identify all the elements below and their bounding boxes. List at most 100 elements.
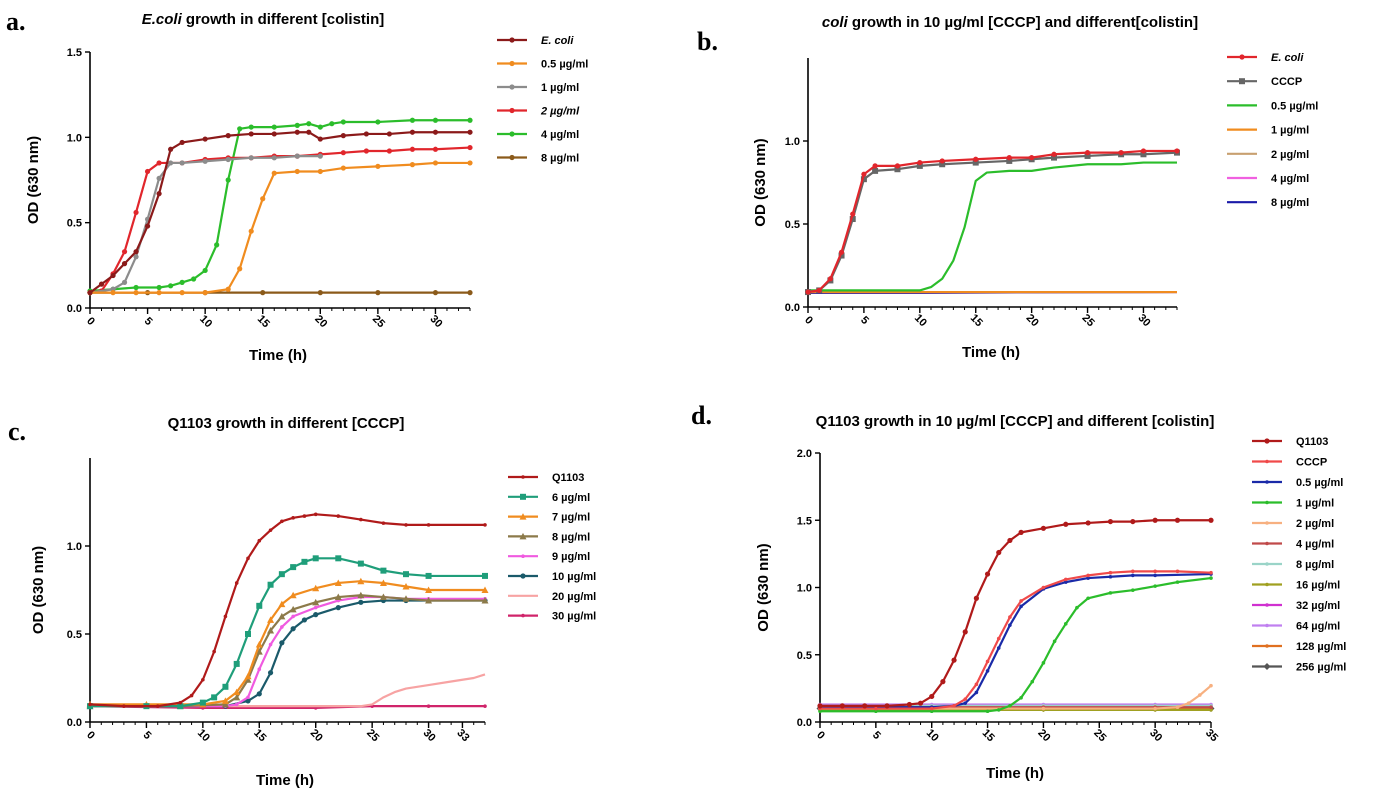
data-point	[1175, 705, 1180, 710]
y-axis-label: OD (630 nm)	[752, 138, 769, 226]
legend-marker	[1239, 78, 1245, 85]
data-point	[177, 703, 184, 710]
data-point	[179, 279, 185, 285]
series-line-3	[86, 591, 489, 710]
data-point	[973, 595, 980, 601]
x-tick-label: 5	[858, 314, 871, 327]
chart-title-text: growth in 10 µg/ml [CCCP] and different[…	[848, 14, 1198, 31]
legend-entry: 8 µg/ml	[541, 153, 579, 165]
x-tick-label: 33	[454, 727, 471, 744]
data-point	[271, 155, 277, 161]
data-point	[221, 697, 229, 704]
legend-entry: 6 µg/ml	[552, 492, 590, 504]
data-point	[248, 228, 254, 234]
data-point	[1051, 154, 1057, 161]
x-tick-label: 30	[427, 313, 444, 330]
data-point	[121, 261, 128, 267]
panel-label: b.	[697, 27, 718, 56]
x-tick-label: 30	[421, 727, 438, 744]
data-point	[917, 700, 924, 706]
x-tick-label: 0	[802, 314, 815, 327]
data-point	[179, 160, 185, 166]
data-point	[985, 669, 990, 673]
data-point	[1084, 152, 1091, 159]
legend-entry: 0.5 µg/ml	[1271, 100, 1318, 112]
data-point	[278, 571, 285, 578]
data-point	[168, 283, 174, 289]
panel-label: a.	[6, 7, 26, 36]
data-point	[974, 682, 979, 687]
data-point	[294, 122, 300, 128]
data-point	[144, 168, 151, 175]
data-point	[340, 150, 346, 156]
data-point	[985, 709, 990, 714]
legend-entry: 30 µg/ml	[552, 611, 596, 623]
plot-area	[86, 512, 489, 710]
x-axis-label: Time (h)	[986, 765, 1044, 782]
data-point	[850, 211, 856, 217]
data-point	[267, 581, 274, 588]
data-point	[929, 706, 934, 711]
data-point	[962, 629, 968, 635]
data-point	[212, 649, 216, 654]
data-point	[1175, 569, 1180, 574]
data-point	[280, 625, 284, 629]
data-point	[271, 131, 277, 137]
data-point	[939, 161, 946, 168]
data-point	[179, 290, 185, 296]
series-line-1	[818, 569, 1213, 711]
legend-entry: 256 µg/ml	[1296, 662, 1346, 674]
x-tick-label: 0	[84, 729, 97, 742]
data-point	[805, 289, 811, 295]
chart-title-text: growth in different [colistin]	[182, 11, 385, 28]
data-point	[233, 660, 240, 667]
data-point	[156, 284, 162, 291]
legend-entry: 2 µg/ml	[1296, 518, 1334, 530]
data-point	[244, 672, 252, 680]
data-point	[290, 626, 296, 632]
data-point	[133, 209, 139, 216]
x-tick-label: 30	[1135, 312, 1152, 329]
y-tick-label: 1.5	[67, 47, 82, 59]
data-point	[221, 700, 229, 708]
data-point	[426, 523, 431, 527]
legend-entry: 8 µg/ml	[1296, 559, 1334, 571]
legend-marker	[509, 154, 515, 161]
legend-entry: 1 µg/ml	[1271, 125, 1309, 137]
legend-marker	[1263, 663, 1271, 670]
panel-label: d.	[691, 401, 712, 430]
data-point	[1108, 574, 1113, 579]
legend-entry: 128 µg/ml	[1296, 641, 1346, 653]
series-line-0	[817, 517, 1214, 709]
x-tick-label: 20	[308, 727, 325, 744]
data-point	[940, 679, 946, 685]
x-tick-label: 25	[364, 727, 381, 744]
legend-entry: CCCP	[1296, 457, 1327, 469]
legend-entry: 4 µg/ml	[541, 129, 579, 141]
series-line-0	[87, 129, 473, 296]
data-point	[1019, 599, 1023, 603]
legend-entry: 0.5 µg/ml	[1296, 477, 1343, 489]
data-point	[1131, 573, 1135, 578]
data-point	[467, 290, 473, 296]
data-point	[225, 286, 231, 292]
y-tick-label: 0.0	[797, 717, 812, 729]
y-tick-label: 2.0	[797, 448, 812, 460]
y-axis-label: OD (630 nm)	[30, 546, 47, 634]
data-point	[872, 163, 878, 169]
data-point	[1018, 529, 1024, 535]
legend-entry: 8 µg/ml	[1271, 197, 1309, 209]
x-axis-label: Time (h)	[256, 772, 314, 789]
data-point	[409, 129, 416, 135]
series-path	[820, 572, 1212, 709]
data-point	[260, 290, 266, 296]
data-point	[244, 676, 252, 683]
data-point	[363, 131, 369, 137]
legend-marker	[509, 60, 515, 67]
chart-title-italic: E.coli	[142, 11, 183, 28]
data-point	[255, 648, 263, 655]
series-path	[820, 576, 1212, 713]
data-point	[894, 163, 901, 169]
data-point	[827, 276, 833, 282]
legend-entry: 32 µg/ml	[1296, 600, 1340, 612]
